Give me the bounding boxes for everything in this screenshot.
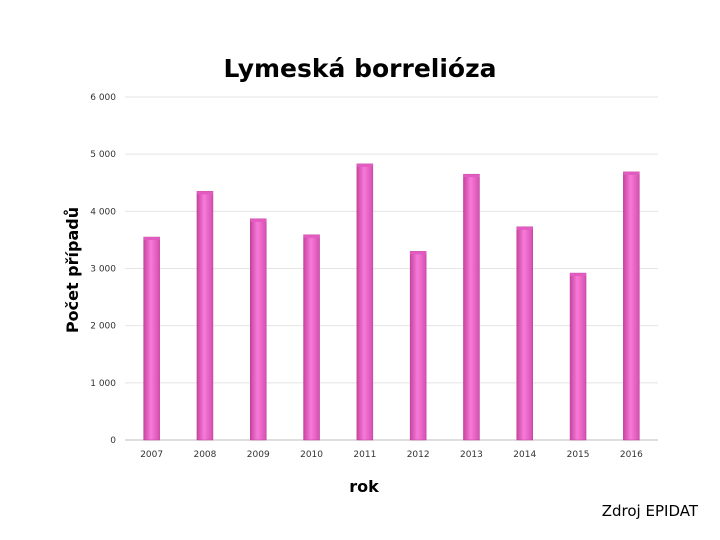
x-tick-label: 2015 [567, 450, 590, 460]
bar-2015 [569, 272, 587, 441]
y-tick-label: 2 000 [90, 322, 116, 332]
bar-cap-2016 [623, 171, 640, 175]
bar-2009 [250, 218, 267, 441]
x-tick-label: 2014 [513, 450, 536, 460]
x-tick-label: 2007 [140, 450, 163, 460]
bar-2016 [623, 171, 640, 441]
source-label: Zdroj EPIDAT [601, 502, 698, 520]
x-tick-label: 2011 [353, 450, 376, 460]
bar-2008 [196, 191, 214, 441]
bar-2010 [303, 234, 320, 441]
bar-cap-2014 [516, 226, 533, 230]
x-axis-label: rok [349, 477, 379, 496]
bar-cap-2015 [570, 273, 587, 277]
x-tick-label: 2013 [460, 450, 483, 460]
bar-cap-2011 [356, 163, 373, 167]
y-tick-label: 3 000 [90, 265, 116, 275]
y-axis-ticks: 0 1 000 2 000 3 000 4 000 5 000 6 000 [90, 93, 116, 446]
x-tick-label: 2010 [300, 450, 323, 460]
bar-cap-2009 [250, 218, 267, 222]
bar-cap-2012 [410, 251, 427, 255]
bar-2007 [143, 236, 160, 441]
bar-2013 [463, 173, 480, 441]
x-tick-label: 2009 [247, 450, 270, 460]
y-tick-label: 0 [110, 436, 116, 446]
y-axis-label: Počet případů [63, 207, 82, 333]
gridlines [125, 96, 658, 441]
y-tick-label: 1 000 [90, 379, 116, 389]
bar-2012 [409, 251, 427, 441]
bar-cap-2013 [463, 174, 480, 178]
x-tick-label: 2012 [407, 450, 430, 460]
bar-cap-2010 [303, 234, 320, 238]
y-tick-label: 6 000 [90, 93, 116, 103]
y-tick-label: 5 000 [90, 150, 116, 160]
x-axis-ticks: 2007 2008 2009 2010 2011 2012 2013 2014 2015 2016 [140, 450, 643, 460]
x-tick-label: 2016 [620, 450, 643, 460]
bar-cap-2007 [143, 237, 160, 241]
bar-cap-2008 [196, 191, 213, 195]
x-tick-label: 2008 [193, 450, 216, 460]
chart-title: Lymeská borrelióza [223, 54, 496, 83]
bar-2011 [356, 163, 374, 441]
bars [143, 163, 640, 441]
y-tick-label: 4 000 [90, 207, 116, 217]
bar-2014 [516, 226, 533, 441]
